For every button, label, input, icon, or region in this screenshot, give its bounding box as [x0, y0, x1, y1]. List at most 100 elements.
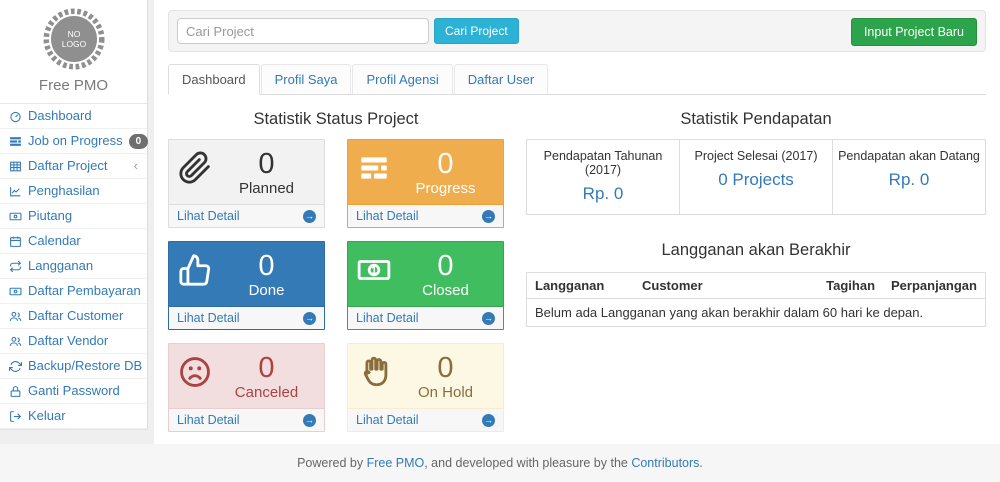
free-pmo-link[interactable]: Free PMO [366, 456, 425, 470]
tab-daftar-user[interactable]: Daftar User [453, 64, 549, 94]
tab-profil-saya[interactable]: Profil Saya [260, 64, 352, 94]
subscription-empty-message: Belum ada Langganan yang akan berakhir d… [526, 298, 986, 327]
money-icon [9, 210, 22, 223]
income-value-selesai: 0 Projects [718, 170, 794, 189]
lock-icon [9, 385, 22, 398]
search-bar: Cari Project Input Project Baru [168, 10, 986, 52]
tab-dashboard[interactable]: Dashboard [168, 64, 260, 95]
income-column: Statistik Pendapatan Pendapatan Tahunan … [525, 95, 987, 432]
arrow-circle-right-icon: → [303, 311, 316, 325]
line-chart-icon [9, 185, 22, 198]
search-input[interactable] [177, 18, 429, 44]
income-cell-tahunan: Pendapatan Tahunan (2017) Rp. 0 [527, 140, 680, 214]
closed-label: Closed [422, 282, 469, 299]
tasks-icon [357, 148, 397, 198]
lihat-detail-link-closed[interactable]: Lihat Detail → [348, 306, 503, 329]
arrow-circle-right-icon: → [482, 311, 495, 325]
lihat-detail-link-progress[interactable]: Lihat Detail → [348, 204, 503, 227]
repeat-icon [9, 260, 22, 273]
users-icon [9, 335, 22, 348]
sidebar-item-daftar-customer[interactable]: Daftar Customer [0, 304, 147, 329]
done-count: 0 [258, 250, 275, 282]
status-card-progress: 0 Progress Lihat Detail → [347, 139, 504, 228]
main-content: Cari Project Input Project Baru Dashboar… [154, 0, 1000, 444]
status-card-done: 0 Done Lihat Detail → [168, 241, 325, 330]
lihat-detail-link-planned[interactable]: Lihat Detail → [169, 204, 324, 227]
frown-icon [178, 352, 218, 402]
hand-icon [357, 352, 397, 402]
subscription-table: Langganan Customer Tagihan Perpanjangan … [525, 272, 987, 327]
logo-area: NO LOGO Free PMO [0, 0, 147, 104]
paperclip-icon [178, 148, 218, 198]
input-project-baru-button[interactable]: Input Project Baru [850, 18, 977, 46]
canceled-label: Canceled [234, 384, 299, 401]
sidebar-item-penghasilan[interactable]: Penghasilan [0, 179, 147, 204]
sidebar: NO LOGO Free PMO Dashboard Job on Progre… [0, 0, 149, 430]
dashboard-content: Statistik Status Project 0 Planned [168, 95, 987, 432]
sidebar-item-keluar[interactable]: Keluar [0, 404, 147, 429]
seal-line1: NO [67, 29, 80, 39]
lihat-detail-link-canceled[interactable]: Lihat Detail → [169, 408, 324, 431]
status-column: Statistik Status Project 0 Planned [168, 95, 504, 432]
status-card-planned: 0 Planned Lihat Detail → [168, 139, 325, 228]
sidebar-item-daftar-project[interactable]: Daftar Project ‹ [0, 154, 147, 179]
status-cards: 0 Planned Lihat Detail → [168, 139, 504, 432]
closed-count: 0 [437, 250, 454, 282]
income-value-tahunan: Rp. 0 [582, 184, 624, 203]
status-card-closed: 1 0 Closed Lihat Detail → [347, 241, 504, 330]
users-icon [9, 310, 22, 323]
arrow-circle-right-icon: → [482, 209, 495, 223]
sidebar-item-ganti-password[interactable]: Ganti Password [0, 379, 147, 404]
subscription-section-title: Langganan akan Berakhir [661, 241, 851, 259]
done-label: Done [248, 282, 285, 299]
subscription-table-header: Langganan Customer Tagihan Perpanjangan [525, 272, 987, 299]
app-layout: NO LOGO Free PMO Dashboard Job on Progre… [0, 0, 1000, 444]
job-count-badge: 0 [128, 133, 149, 149]
onhold-label: On Hold [417, 384, 474, 401]
status-card-canceled: 0 Canceled Lihat Detail → [168, 343, 325, 432]
status-section-title: Statistik Status Project [253, 110, 419, 128]
money-icon [9, 285, 22, 298]
planned-count: 0 [258, 148, 275, 180]
no-logo-seal-icon: NO LOGO [43, 8, 104, 70]
lihat-detail-link-done[interactable]: Lihat Detail → [169, 306, 324, 329]
income-cell-selesai: Project Selesai (2017) 0 Projects [680, 140, 833, 214]
refresh-icon [9, 360, 22, 373]
seal-line2: LOGO [61, 39, 86, 49]
dashboard-icon [9, 110, 22, 123]
money-icon: 1 [357, 250, 397, 300]
sidebar-item-calendar[interactable]: Calendar [0, 229, 147, 254]
contributors-link[interactable]: Contributors [631, 456, 700, 470]
status-card-onhold: 0 On Hold Lihat Detail → [347, 343, 504, 432]
logout-icon [9, 410, 22, 423]
sidebar-item-job-on-progress[interactable]: Job on Progress 0 [0, 129, 149, 154]
sidebar-menu: Dashboard Job on Progress 0 Daftar Proje… [0, 104, 149, 429]
thumbs-up-icon [178, 250, 218, 300]
onhold-count: 0 [437, 352, 454, 384]
footer-text: Powered by [297, 456, 367, 470]
brand-name: Free PMO [38, 77, 109, 94]
sidebar-item-langganan[interactable]: Langganan [0, 254, 147, 279]
search-button[interactable]: Cari Project [434, 18, 519, 44]
table-icon [9, 160, 22, 173]
lihat-detail-link-onhold[interactable]: Lihat Detail → [348, 408, 503, 431]
progress-label: Progress [415, 180, 476, 197]
calendar-icon [9, 235, 22, 248]
subscription-empty-row: Belum ada Langganan yang akan berakhir d… [526, 298, 986, 327]
canceled-count: 0 [258, 352, 275, 384]
tab-profil-agensi[interactable]: Profil Agensi [352, 64, 453, 94]
income-value-akan-datang: Rp. 0 [888, 170, 930, 189]
tasks-icon [9, 135, 22, 148]
page-footer: Powered by Free PMO, and developed with … [0, 444, 1000, 482]
progress-count: 0 [437, 148, 454, 180]
svg-text:1: 1 [371, 266, 377, 277]
sidebar-item-piutang[interactable]: Piutang [0, 204, 147, 229]
sidebar-item-dashboard[interactable]: Dashboard [0, 104, 147, 129]
income-stats-table: Pendapatan Tahunan (2017) Rp. 0 Project … [526, 139, 986, 215]
sidebar-item-daftar-vendor[interactable]: Daftar Vendor [0, 329, 147, 354]
sidebar-item-daftar-pembayaran[interactable]: Daftar Pembayaran [0, 279, 147, 304]
sidebar-item-backup-restore[interactable]: Backup/Restore DB [0, 354, 147, 379]
planned-label: Planned [238, 180, 295, 197]
arrow-circle-right-icon: → [303, 209, 316, 223]
arrow-circle-right-icon: → [303, 413, 316, 427]
